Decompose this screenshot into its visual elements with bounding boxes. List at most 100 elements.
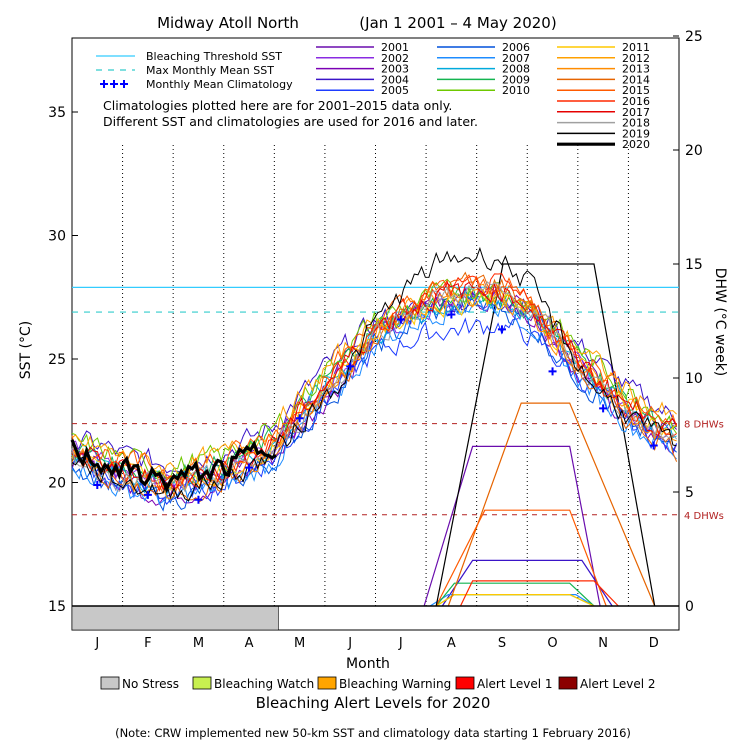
dhw-reference-label: 4 DHWs xyxy=(684,511,724,522)
dhw-line-2011 xyxy=(435,593,595,607)
chart-title: Midway Atoll North xyxy=(157,14,299,32)
legend-year-label: 2013 xyxy=(622,63,650,76)
dhw-line-2014 xyxy=(447,402,656,607)
y-right-tick-label: 0 xyxy=(685,599,694,615)
legend-year-label: 2015 xyxy=(622,84,650,97)
dhw-line-2015 xyxy=(435,509,607,607)
x-tick-label: F xyxy=(144,636,151,651)
legend-year-label: 2004 xyxy=(381,73,409,86)
right-axis: 0 5 10 15 20 25 xyxy=(673,29,703,615)
dhw-line-2016 xyxy=(459,580,619,607)
legend-year-label: 2011 xyxy=(622,41,650,54)
sst-line-2005 xyxy=(71,317,678,505)
sst-line-2018 xyxy=(71,281,678,493)
plus-icon xyxy=(143,490,152,499)
sst-line-2020 xyxy=(70,439,277,494)
dhw-line-2001 xyxy=(423,445,601,607)
legend-year-label: 2016 xyxy=(622,95,650,108)
alert-label: Alert Level 1 xyxy=(477,677,553,691)
legend-year-label: 2002 xyxy=(381,52,409,65)
alert-label: Alert Level 2 xyxy=(580,677,656,691)
alert-swatch xyxy=(558,676,578,690)
x-tick-label: M xyxy=(294,636,305,651)
plus-icon xyxy=(93,480,102,489)
y-right-tick-label: 20 xyxy=(685,143,703,159)
legend-year-label: 2014 xyxy=(622,73,650,86)
sst-line-2010 xyxy=(71,278,678,481)
alert-swatch xyxy=(455,676,475,690)
sst-series xyxy=(70,246,678,512)
legend-clim-label: Monthly Mean Climatology xyxy=(146,78,293,91)
plus-icon xyxy=(447,310,456,319)
legend-year-label: 2009 xyxy=(502,73,530,86)
plus-icon xyxy=(100,80,108,88)
plus-icon xyxy=(120,80,128,88)
y-right-tick-label: 10 xyxy=(685,371,703,387)
x-tick-label: J xyxy=(398,636,403,651)
legend-year-label: 2012 xyxy=(622,52,650,65)
x-tick-label: O xyxy=(547,636,557,651)
y-tick-label: 20 xyxy=(48,476,66,492)
y-tick-label: 15 xyxy=(48,599,66,615)
x-tick-label: A xyxy=(245,636,254,651)
x-tick-label: J xyxy=(94,636,99,651)
plus-icon xyxy=(599,404,608,413)
x-tick-label: A xyxy=(447,636,456,651)
plus-icon xyxy=(649,441,658,450)
note-line-1: Climatologies plotted here are for 2001–… xyxy=(103,98,452,113)
x-tick-label: D xyxy=(649,636,659,651)
alert-bar-no-stress xyxy=(71,605,279,631)
y-tick-label: 30 xyxy=(48,229,66,245)
y-right-tick-label: 5 xyxy=(685,485,694,501)
x-tick-label: N xyxy=(598,636,608,651)
y-tick-label: 35 xyxy=(48,105,66,121)
reference-lines: 4 DHWs 8 DHWs xyxy=(72,286,724,522)
plus-icon xyxy=(548,367,557,376)
legend-year-label: 2020 xyxy=(622,138,650,151)
legend-year-label: 2018 xyxy=(622,117,650,130)
alert-label: Bleaching Watch xyxy=(214,677,314,691)
legend-year-label: 2010 xyxy=(502,84,530,97)
legend-mmm-label: Max Monthly Mean SST xyxy=(146,64,274,77)
alert-swatch xyxy=(317,676,337,690)
alert-bar-2020 xyxy=(71,605,679,631)
y-right-tick-label: 25 xyxy=(685,29,703,45)
plus-icon xyxy=(396,315,405,324)
monthly-mean-climatology xyxy=(93,310,658,504)
plus-icon xyxy=(100,80,128,88)
plus-icon xyxy=(497,325,506,334)
x-tick-label: S xyxy=(498,636,506,651)
y-tick-label: 25 xyxy=(48,352,66,368)
alert-levels-title: Bleaching Alert Levels for 2020 xyxy=(256,694,491,712)
alert-label: Bleaching Warning xyxy=(339,677,451,691)
x-tick-label: J xyxy=(347,636,352,651)
alert-label: No Stress xyxy=(122,677,179,691)
y-right-tick-label: 15 xyxy=(685,257,703,273)
alert-swatch xyxy=(192,676,212,690)
legend-year-label: 2001 xyxy=(381,41,409,54)
legend-year-label: 2006 xyxy=(502,41,530,54)
plus-icon xyxy=(346,362,355,371)
reference-legend: Bleaching Threshold SST Max Monthly Mean… xyxy=(96,50,293,91)
x-tick-label: M xyxy=(193,636,204,651)
alert-swatch xyxy=(100,676,120,690)
y-axis-label-right: DHW (°C week) xyxy=(712,268,728,377)
month-gridlines xyxy=(122,145,629,606)
legend-year-label: 2008 xyxy=(502,63,530,76)
left-axis: 15 20 25 30 35 xyxy=(48,105,78,615)
dhw-series xyxy=(423,263,656,607)
note-line-2: Different SST and climatologies are used… xyxy=(103,114,478,129)
y-axis-label-left: SST (°C) xyxy=(18,321,34,379)
legend-year-label: 2005 xyxy=(381,84,409,97)
legend-threshold-label: Bleaching Threshold SST xyxy=(146,50,282,63)
legend-year-label: 2019 xyxy=(622,127,650,140)
legend-year-label: 2017 xyxy=(622,106,650,119)
x-axis-label: Month xyxy=(346,656,390,672)
legend-year-label: 2003 xyxy=(381,63,409,76)
plus-icon xyxy=(110,80,118,88)
plus-icon xyxy=(245,463,254,472)
legend-year-label: 2007 xyxy=(502,52,530,65)
